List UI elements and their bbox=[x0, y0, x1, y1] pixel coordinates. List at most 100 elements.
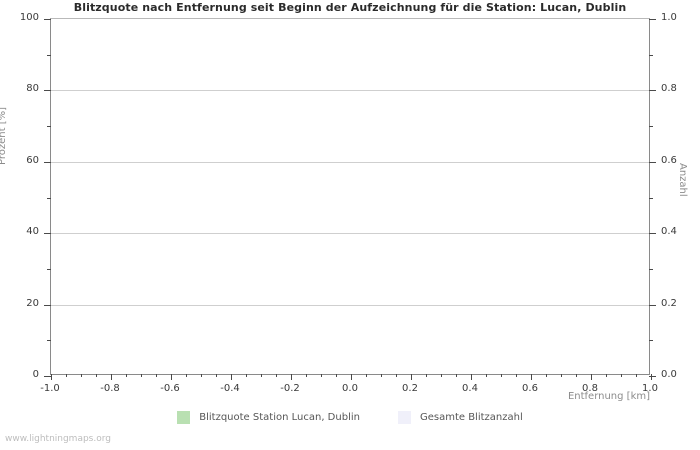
y-axis-right-tick-label: 0.4 bbox=[661, 226, 677, 238]
x-axis-major-tick bbox=[531, 374, 532, 380]
y-axis-right-tick-label: 0.0 bbox=[661, 369, 677, 380]
x-axis-minor-tick bbox=[306, 374, 307, 377]
x-axis-minor-tick bbox=[126, 374, 127, 377]
y-axis-left-tick-label: 80 bbox=[26, 83, 39, 95]
x-axis-minor-tick bbox=[621, 374, 622, 377]
y-axis-left-major-tick bbox=[44, 233, 51, 235]
x-axis-tick-label: 0.6 bbox=[522, 383, 538, 394]
x-axis-tick-label: 0.8 bbox=[582, 383, 598, 394]
y-axis-left-major-tick bbox=[44, 161, 51, 163]
y-axis-left-major-tick bbox=[44, 376, 51, 377]
y-axis-left-minor-tick bbox=[47, 54, 51, 56]
y-axis-right-major-tick bbox=[649, 233, 656, 235]
x-axis-major-tick bbox=[591, 374, 592, 380]
x-axis-minor-tick bbox=[246, 374, 247, 377]
y-axis-right-major-tick bbox=[649, 304, 656, 306]
x-axis-minor-tick bbox=[186, 374, 187, 377]
x-axis-tick-label: 0.2 bbox=[402, 383, 418, 394]
x-axis-tick-label: -0.2 bbox=[280, 383, 300, 394]
x-axis-major-tick bbox=[411, 374, 412, 380]
x-axis-tick-label: -0.8 bbox=[100, 383, 120, 394]
y-axis-right-tick-label: 0.2 bbox=[661, 297, 677, 309]
legend-swatch-icon bbox=[397, 411, 411, 424]
x-axis-minor-tick bbox=[321, 374, 322, 377]
y-axis-right-minor-tick bbox=[649, 54, 653, 56]
x-axis-minor-tick bbox=[381, 374, 382, 377]
y-axis-left-minor-tick bbox=[47, 268, 51, 270]
x-axis-major-tick bbox=[471, 374, 472, 380]
y-axis-left-minor-tick bbox=[47, 340, 51, 342]
x-axis-major-tick bbox=[231, 374, 232, 380]
gridline bbox=[51, 161, 649, 163]
chart-legend: Blitzquote Station Lucan, Dublin Gesamte … bbox=[0, 411, 700, 424]
y-axis-right-minor-tick bbox=[649, 197, 653, 199]
x-axis-minor-tick bbox=[96, 374, 97, 377]
x-axis-major-tick bbox=[651, 374, 652, 380]
x-axis-minor-tick bbox=[456, 374, 457, 377]
x-axis-minor-tick bbox=[516, 374, 517, 377]
y-axis-right-minor-tick bbox=[649, 126, 653, 128]
gridline bbox=[51, 90, 649, 92]
x-axis-minor-tick bbox=[276, 374, 277, 377]
x-axis-tick-label: 0.0 bbox=[342, 383, 358, 394]
x-axis-minor-tick bbox=[366, 374, 367, 377]
x-axis-minor-tick bbox=[426, 374, 427, 377]
x-axis-minor-tick bbox=[546, 374, 547, 377]
x-axis-minor-tick bbox=[396, 374, 397, 377]
y-axis-left-tick-label: 20 bbox=[26, 297, 39, 309]
x-axis-minor-tick bbox=[561, 374, 562, 377]
legend-label: Gesamte Blitzanzahl bbox=[419, 412, 523, 423]
x-axis-title: Entfernung [km] bbox=[567, 391, 650, 402]
y-axis-left-title: Prozent [%] bbox=[0, 106, 8, 165]
chart-title: Blitzquote nach Entfernung seit Beginn d… bbox=[73, 1, 627, 14]
legend-item[interactable]: Blitzquote Station Lucan, Dublin bbox=[177, 411, 360, 424]
watermark: www.lightningmaps.org bbox=[5, 434, 111, 444]
gridline bbox=[51, 304, 649, 306]
x-axis-minor-tick bbox=[201, 374, 202, 377]
y-axis-right-major-tick bbox=[649, 161, 656, 163]
gridline bbox=[51, 233, 649, 235]
y-axis-right-tick-label: 0.6 bbox=[661, 154, 677, 166]
x-axis-minor-tick bbox=[636, 374, 637, 377]
y-axis-left-tick-label: 60 bbox=[26, 154, 39, 166]
x-axis-major-tick bbox=[351, 374, 352, 380]
legend-item[interactable]: Gesamte Blitzanzahl bbox=[397, 411, 523, 424]
x-axis-major-tick bbox=[291, 374, 292, 380]
x-axis-tick-label: 0.4 bbox=[462, 383, 478, 394]
y-axis-right-minor-tick bbox=[649, 340, 653, 342]
y-axis-right-title: Anzahl bbox=[677, 163, 688, 197]
plot-area bbox=[44, 18, 656, 380]
y-axis-right-tick-label: 1.0 bbox=[661, 12, 677, 23]
x-axis-minor-tick bbox=[336, 374, 337, 377]
x-axis-minor-tick bbox=[606, 374, 607, 377]
y-axis-left-tick-label: 40 bbox=[26, 226, 39, 238]
x-axis-minor-tick bbox=[141, 374, 142, 377]
x-axis-tick-label: -0.4 bbox=[220, 383, 240, 394]
y-axis-right-major-tick bbox=[649, 90, 656, 92]
x-axis-minor-tick bbox=[501, 374, 502, 377]
y-axis-left-major-tick bbox=[44, 90, 51, 92]
x-axis-minor-tick bbox=[261, 374, 262, 377]
y-axis-left-tick-label: 0 bbox=[32, 369, 39, 380]
y-axis-left-tick-label: 100 bbox=[19, 12, 39, 23]
x-axis-minor-tick bbox=[81, 374, 82, 377]
y-axis-left-major-tick bbox=[44, 304, 51, 306]
x-axis-minor-tick bbox=[216, 374, 217, 377]
y-axis-left-minor-tick bbox=[47, 126, 51, 128]
y-axis-right-minor-tick bbox=[649, 268, 653, 270]
legend-swatch-icon bbox=[177, 411, 191, 424]
x-axis-major-tick bbox=[171, 374, 172, 380]
y-axis-left-minor-tick bbox=[47, 197, 51, 199]
y-axis-right-major-tick bbox=[649, 376, 656, 377]
x-axis-tick-label: 1.0 bbox=[642, 383, 658, 394]
x-axis-minor-tick bbox=[66, 374, 67, 377]
y-axis-right-tick-label: 0.8 bbox=[661, 83, 677, 95]
y-axis-left-major-tick bbox=[44, 19, 51, 20]
x-axis-minor-tick bbox=[486, 374, 487, 377]
x-axis-tick-label: -1.0 bbox=[40, 383, 60, 394]
y-axis-right-major-tick bbox=[649, 19, 656, 20]
x-axis-tick-label: -0.6 bbox=[160, 383, 180, 394]
x-axis-minor-tick bbox=[576, 374, 577, 377]
x-axis-minor-tick bbox=[441, 374, 442, 377]
